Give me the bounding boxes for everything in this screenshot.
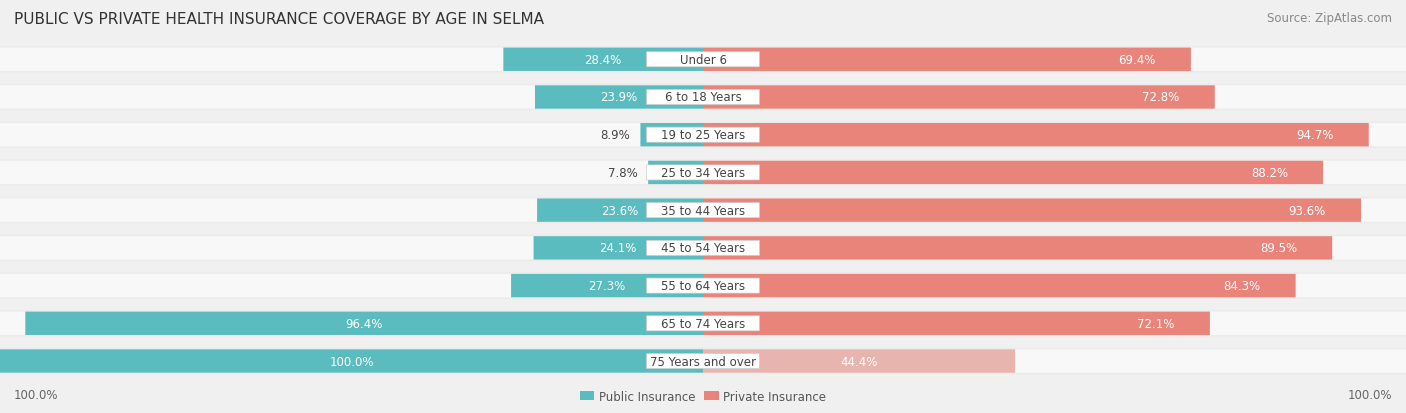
Text: 19 to 25 Years: 19 to 25 Years	[661, 129, 745, 142]
FancyBboxPatch shape	[703, 48, 1191, 72]
FancyBboxPatch shape	[703, 199, 1361, 222]
Text: 23.9%: 23.9%	[600, 91, 637, 104]
FancyBboxPatch shape	[703, 349, 1015, 373]
Text: 45 to 54 Years: 45 to 54 Years	[661, 242, 745, 255]
FancyBboxPatch shape	[703, 274, 1296, 297]
FancyBboxPatch shape	[647, 90, 759, 105]
Text: 6 to 18 Years: 6 to 18 Years	[665, 91, 741, 104]
FancyBboxPatch shape	[703, 86, 1215, 109]
FancyBboxPatch shape	[0, 47, 1406, 73]
Text: Under 6: Under 6	[679, 54, 727, 66]
FancyBboxPatch shape	[647, 52, 759, 68]
Text: 100.0%: 100.0%	[1347, 388, 1392, 401]
FancyBboxPatch shape	[0, 235, 1406, 261]
Text: 100.0%: 100.0%	[14, 388, 59, 401]
Text: 93.6%: 93.6%	[1289, 204, 1326, 217]
FancyBboxPatch shape	[0, 161, 1406, 185]
Legend: Public Insurance, Private Insurance: Public Insurance, Private Insurance	[579, 390, 827, 403]
FancyBboxPatch shape	[703, 237, 1333, 260]
FancyBboxPatch shape	[512, 274, 703, 297]
Text: 25 to 34 Years: 25 to 34 Years	[661, 166, 745, 180]
FancyBboxPatch shape	[647, 203, 759, 218]
FancyBboxPatch shape	[0, 199, 1406, 222]
FancyBboxPatch shape	[0, 48, 1406, 72]
Text: 72.1%: 72.1%	[1137, 317, 1175, 330]
FancyBboxPatch shape	[647, 128, 759, 143]
FancyBboxPatch shape	[647, 278, 759, 293]
FancyBboxPatch shape	[0, 124, 1406, 147]
FancyBboxPatch shape	[0, 197, 1406, 224]
Text: 23.6%: 23.6%	[602, 204, 638, 217]
Text: 24.1%: 24.1%	[599, 242, 637, 255]
FancyBboxPatch shape	[703, 312, 1209, 335]
FancyBboxPatch shape	[647, 316, 759, 331]
Text: 94.7%: 94.7%	[1296, 129, 1333, 142]
FancyBboxPatch shape	[0, 274, 1406, 297]
Text: 55 to 64 Years: 55 to 64 Years	[661, 280, 745, 292]
FancyBboxPatch shape	[537, 199, 703, 222]
FancyBboxPatch shape	[25, 312, 703, 335]
Text: 69.4%: 69.4%	[1118, 54, 1156, 66]
Text: 89.5%: 89.5%	[1260, 242, 1296, 255]
FancyBboxPatch shape	[0, 349, 703, 373]
Text: 27.3%: 27.3%	[589, 280, 626, 292]
FancyBboxPatch shape	[648, 161, 703, 185]
FancyBboxPatch shape	[641, 124, 703, 147]
FancyBboxPatch shape	[0, 348, 1406, 374]
FancyBboxPatch shape	[0, 160, 1406, 186]
FancyBboxPatch shape	[0, 86, 1406, 109]
FancyBboxPatch shape	[0, 312, 1406, 335]
FancyBboxPatch shape	[0, 122, 1406, 149]
Text: Source: ZipAtlas.com: Source: ZipAtlas.com	[1267, 12, 1392, 25]
Text: 8.9%: 8.9%	[600, 129, 630, 142]
Text: 44.4%: 44.4%	[841, 355, 877, 368]
Text: 88.2%: 88.2%	[1251, 166, 1288, 180]
Text: 7.8%: 7.8%	[607, 166, 638, 180]
FancyBboxPatch shape	[647, 354, 759, 369]
Text: 96.4%: 96.4%	[346, 317, 382, 330]
Text: 28.4%: 28.4%	[585, 54, 621, 66]
FancyBboxPatch shape	[0, 349, 1406, 373]
FancyBboxPatch shape	[534, 86, 703, 109]
FancyBboxPatch shape	[503, 48, 703, 72]
Text: 65 to 74 Years: 65 to 74 Years	[661, 317, 745, 330]
Text: PUBLIC VS PRIVATE HEALTH INSURANCE COVERAGE BY AGE IN SELMA: PUBLIC VS PRIVATE HEALTH INSURANCE COVER…	[14, 12, 544, 27]
Text: 72.8%: 72.8%	[1143, 91, 1180, 104]
FancyBboxPatch shape	[703, 161, 1323, 185]
FancyBboxPatch shape	[647, 166, 759, 180]
Text: 75 Years and over: 75 Years and over	[650, 355, 756, 368]
FancyBboxPatch shape	[647, 241, 759, 256]
FancyBboxPatch shape	[0, 273, 1406, 299]
FancyBboxPatch shape	[0, 310, 1406, 337]
Text: 84.3%: 84.3%	[1223, 280, 1261, 292]
FancyBboxPatch shape	[0, 237, 1406, 260]
FancyBboxPatch shape	[703, 124, 1369, 147]
FancyBboxPatch shape	[534, 237, 703, 260]
Text: 35 to 44 Years: 35 to 44 Years	[661, 204, 745, 217]
Text: 100.0%: 100.0%	[329, 355, 374, 368]
FancyBboxPatch shape	[0, 85, 1406, 111]
